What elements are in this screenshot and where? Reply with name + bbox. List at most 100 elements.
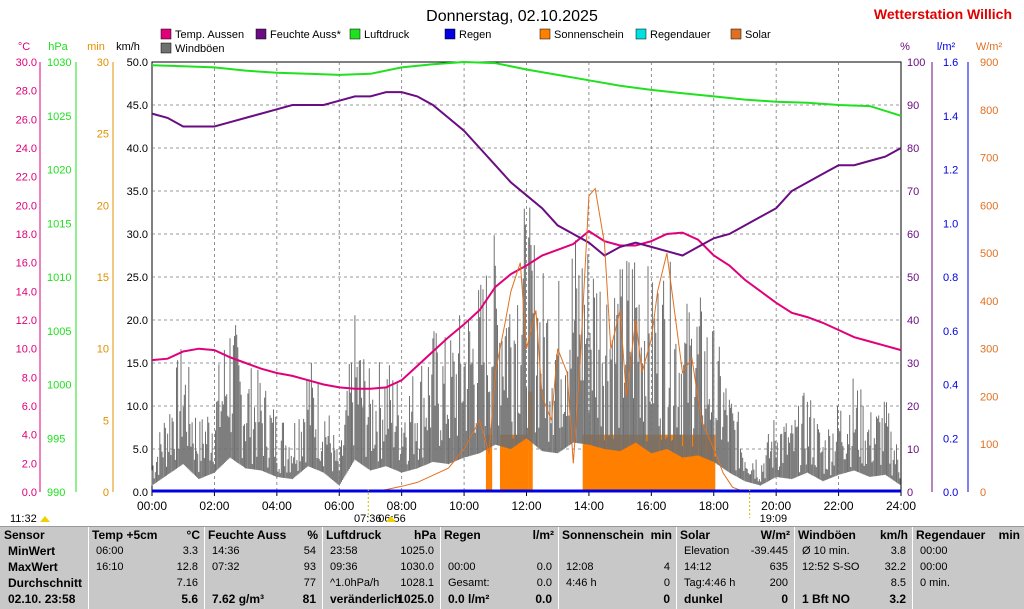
sunshine-axis-label: 25 [97,129,109,141]
wind-axis-label: 0.0 [133,487,148,499]
solar-row: 14:12 635 [684,561,788,573]
sunshine-axis-label: 20 [97,200,109,212]
temp-axis-label: 20.0 [16,200,37,212]
solar-row: Tag:4:46 h 200 [684,577,788,589]
solar-axis-label: 700 [980,153,998,165]
legend-swatch [160,42,172,54]
row-label-max: MaxWert [8,560,58,574]
raindur-row: 00:00 [920,561,948,573]
wind-axis-label: 25.0 [127,272,148,284]
wind-axis-label: 5.0 [133,444,148,456]
wind-header: Windböen km/h [798,528,908,542]
temp-axis-label: 26.0 [16,114,37,126]
pressure-row: veränderlich 1025.0 [330,592,434,606]
solar-axis-label: 800 [980,105,998,117]
sunrise-time-label: 07:36 [354,513,382,525]
rain-axis-label: 0.2 [943,433,958,445]
weather-chart: Donnerstag, 02.10.2025 Wetterstation Wil… [10,6,1012,525]
row-label-avg: Durchschnitt [8,576,83,590]
legend-swatch [160,28,172,40]
x-tick-label: 22:00 [824,499,854,513]
legend-label: Sonnenschein [554,29,624,41]
temp-axis-label: 16.0 [16,258,37,270]
legend-swatch [349,28,361,40]
temp-axis-label: 2.0 [22,458,37,470]
solar-column: Solar W/m² Elevation -39.445 14:12 635 Tag:4:4… [676,527,795,609]
humidity-axis-label: 10 [907,444,919,456]
legend-label: Solar [745,29,771,41]
legend-label: Luftdruck [364,29,410,41]
x-tick-label: 02:00 [199,499,229,513]
humidity-axis-label: 30 [907,358,919,370]
wind-row: Ø 10 min. 3.8 [802,545,906,557]
wind-row: 8.5 [890,577,906,589]
x-tick-label: 24:00 [886,499,916,513]
pressure-axis-label: 1025 [47,111,71,123]
wind-axis-label: 50.0 [127,57,148,69]
rain-axis-label: 1.0 [943,218,958,230]
wind-axis-label: 40.0 [127,143,148,155]
x-tick-label: 12:00 [511,499,541,513]
temp-axis-label: 10.0 [16,344,37,356]
temp-unit: °C [18,41,30,53]
rain-axis-label: 0.6 [943,326,958,338]
pressure-header: Luftdruck hPa [326,528,436,542]
humidity-row: 7.62 g/m³ 81 [212,592,316,606]
wind-row: 1 Bft NO 3.2 [802,592,906,606]
rain-axis-label: 0.4 [943,380,958,392]
sunshine-axis-label: 0 [103,487,109,499]
temp-axis-label: 18.0 [16,229,37,241]
pressure-unit: hPa [48,41,68,53]
sunshine-bar [528,391,533,492]
series-feuchte-auss [151,91,902,257]
sun-marker-label: 19:09 [760,513,788,525]
humidity-unit: % [900,41,910,53]
raindur-row: 0 min. [920,577,950,589]
temp-axis-label: 8.0 [22,372,37,384]
legend-swatch [539,28,551,40]
sunshine-row: 12:08 4 [566,561,670,573]
temp-row: 7.16 [176,577,198,589]
solar-axis-label: 200 [980,391,998,403]
temp-row: 16:10 12.8 [96,561,198,573]
rain-unit: l/m² [937,41,956,53]
chart-title: Donnerstag, 02.10.2025 [426,8,598,25]
humidity-axis-label: 100 [907,57,925,69]
pressure-row: 09:36 1030.0 [330,561,434,573]
legend-label: Regen [459,29,491,41]
station-name: Wetterstation Willich [874,6,1012,22]
x-tick-label: 18:00 [699,499,729,513]
legend-label: Temp. Aussen [175,29,244,41]
solar-axis-label: 900 [980,57,998,69]
series-solar [152,187,901,493]
humidity-row: 14:36 54 [212,545,316,557]
rain-axis-label: 1.6 [943,57,958,69]
rain-axis-label: 0.0 [943,487,958,499]
humidity-axis-label: 20 [907,401,919,413]
solar-axis-label: 0 [980,487,986,499]
pressure-axis-label: 1015 [47,218,71,230]
humidity-row: 77 [303,577,316,589]
solar-axis-label: 300 [980,344,998,356]
rain-row: 00:00 0.0 [448,561,552,573]
sunshine-bar [485,434,493,492]
wind-axis-label: 20.0 [127,315,148,327]
x-tick-label: 00:00 [137,499,167,513]
sensor-column: Sensor MinWert MaxWert Durchschnitt 02.1… [0,527,89,609]
x-tick-label: 16:00 [636,499,666,513]
temp-row: 5.6 [181,592,198,606]
summary-table: Sensor MinWert MaxWert Durchschnitt 02.1… [0,526,1024,609]
temp-axis-label: 30.0 [16,57,37,69]
rain-row: Gesamt: 0.0 [448,577,552,589]
rain-row: 0.0 l/m² 0.0 [448,592,552,606]
plot-area [151,60,902,518]
moon-time-label: 11:32 [10,513,37,525]
pressure-axis-label: 1030 [47,57,71,69]
solar-axis-label: 400 [980,296,998,308]
rain-header: Regen l/m² [444,528,554,542]
wind-row: 12:52 S-SO 32.2 [802,561,906,573]
legend-label: Feuchte Auss* [270,29,342,41]
temp-column: Temp +5cm °C 06:00 3.3 16:10 12.8 7.16 5.6 [88,527,205,609]
rain-axis-label: 1.4 [943,111,958,123]
temp-axis-label: 24.0 [16,143,37,155]
